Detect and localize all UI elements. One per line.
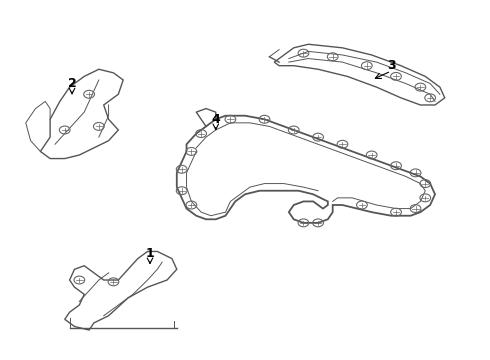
Text: 1: 1 [146,247,154,260]
Text: 4: 4 [211,113,220,126]
Text: 2: 2 [68,77,76,90]
Text: 3: 3 [387,59,395,72]
